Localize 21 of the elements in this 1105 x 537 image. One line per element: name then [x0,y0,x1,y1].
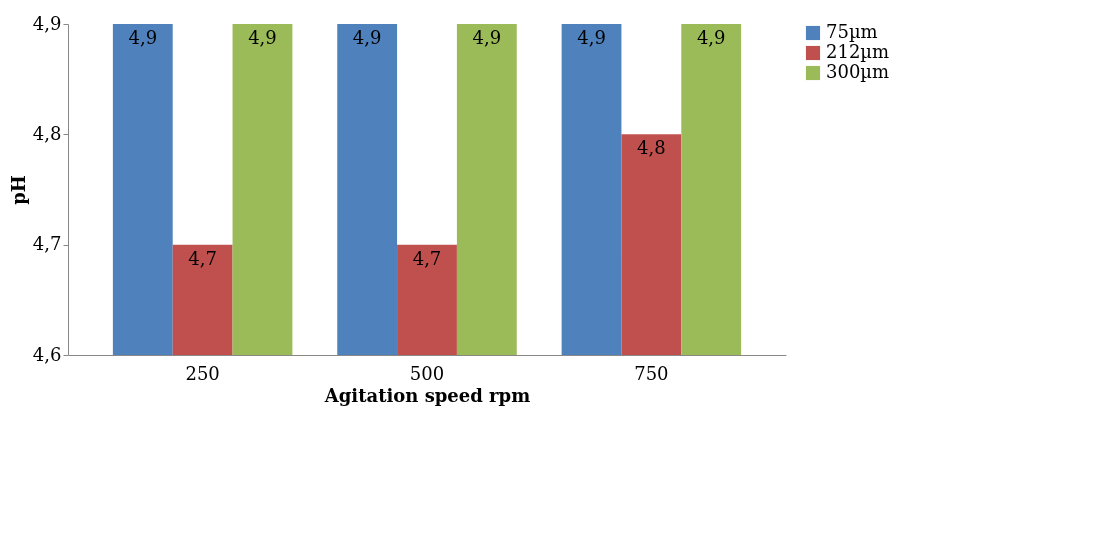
y-tick-label: 4,9 [32,12,62,34]
data-label: 4,9 [472,27,502,48]
legend-label: 75µm [826,21,878,42]
y-tick-label: 4,6 [32,343,62,365]
y-tick-label: 4,8 [32,122,62,144]
y-tick-label: 4,7 [32,233,62,255]
data-label: 4,9 [352,27,382,48]
data-label: 4,9 [577,27,606,48]
legend-label: 300µm [826,61,890,82]
data-label: 4,7 [188,247,217,269]
x-tick-label: 250 [185,362,220,384]
x-axis-title: Agitation speed rpm [323,384,531,406]
data-label: 4,8 [637,137,666,159]
data-label: 4,9 [696,27,726,48]
data-label: 4,7 [412,247,442,269]
data-label: 4,9 [128,27,158,48]
data-label: 4,9 [248,27,277,48]
y-axis-title: pH [7,175,29,205]
legend-label: 212µm [826,41,890,62]
x-tick-label: 750 [634,362,669,384]
x-tick-label: 500 [409,362,445,384]
